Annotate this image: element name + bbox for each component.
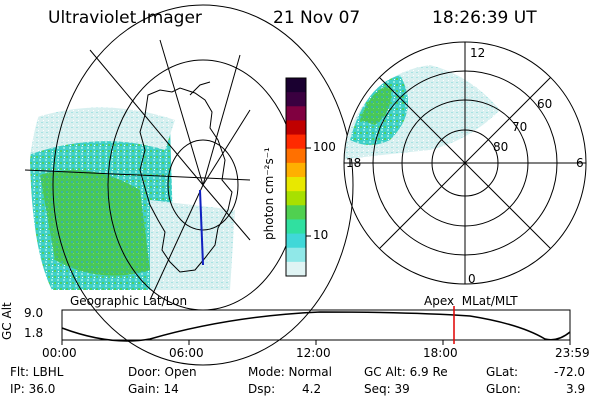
peninsula-outline — [189, 81, 211, 96]
timeline-ytick-high: 9.0 — [24, 306, 44, 320]
colorbar-segment — [286, 205, 306, 220]
colorbar-segment — [286, 191, 306, 206]
glon-label: GLon: — [486, 382, 521, 396]
mlat-label-60: 60 — [537, 97, 553, 111]
timeline-ytick-low: 1.8 — [24, 326, 44, 340]
meridian-marker — [199, 189, 204, 266]
colorbar-segment — [286, 92, 306, 107]
lat-lon-grid — [24, 4, 354, 366]
antarctica-coastline — [139, 87, 233, 273]
timeline-xtick-1800: 18:00 — [423, 346, 458, 360]
colorbar-segment — [286, 247, 306, 263]
colorbar-segment — [286, 148, 306, 164]
filter-status: Flt: LBHL — [10, 365, 64, 379]
colorbar-segment — [286, 134, 306, 150]
altitude-timeline — [61, 306, 571, 345]
colorbar — [286, 78, 306, 277]
emission-faint-region-2 — [150, 200, 235, 290]
colorbar-segment — [286, 78, 306, 93]
colorbar-tick-100: 100 — [313, 140, 336, 154]
mlat-label-80: 80 — [493, 140, 509, 154]
colorbar-segment — [286, 106, 306, 121]
date-label: 21 Nov 07 — [273, 8, 361, 28]
emission-faint-region — [30, 107, 175, 155]
door-status: Door: Open — [128, 365, 197, 379]
gain-status: Gain: 14 — [128, 382, 179, 396]
apex-caption: Apex MLat/MLT — [424, 294, 518, 308]
gc-alt-status: GC Alt: 6.9 Re — [364, 365, 448, 379]
mlt-label-18: 18 — [346, 156, 362, 170]
mlt-label-0: 0 — [468, 272, 476, 286]
mlat-label-70: 70 — [512, 120, 528, 134]
ip-status: IP: 36.0 — [10, 382, 56, 396]
timeline-xtick-2359: 23:59 — [555, 346, 590, 360]
mlat-mlt-polar-plot — [343, 41, 587, 285]
polar-emission-bright — [360, 85, 391, 125]
mlt-label-6: 6 — [576, 156, 584, 170]
glon-value: 3.9 — [566, 382, 586, 396]
glat-label: GLat: — [486, 365, 519, 379]
emission-bright-region — [40, 170, 150, 276]
colorbar-unit-label: photon cm⁻²s⁻¹ — [262, 147, 276, 240]
colorbar-segment — [286, 233, 306, 249]
mlt-label-12: 12 — [470, 46, 486, 60]
seq-status: Seq: 39 — [364, 382, 410, 396]
timeline-xtick-1200: 12:00 — [296, 346, 331, 360]
colorbar-segment — [286, 120, 306, 136]
geographic-caption: Geographic Lat/Lon — [70, 294, 188, 308]
dsp-label: Dsp: — [248, 382, 276, 396]
colorbar-segment — [286, 177, 306, 192]
glat-value: -72.0 — [554, 365, 586, 379]
colorbar-segment — [286, 162, 306, 178]
colorbar-segment — [286, 219, 306, 235]
instrument-title: Ultraviolet Imager — [48, 8, 202, 28]
colorbar-tick-10: 10 — [313, 228, 329, 242]
dsp-value: 4.2 — [302, 382, 322, 396]
time-label: 18:26:39 UT — [432, 8, 537, 28]
timeline-ylabel: GC Alt — [0, 302, 14, 340]
timeline-xtick-0000: 00:00 — [42, 346, 77, 360]
mode-status: Mode: Normal — [248, 365, 332, 379]
timeline-xtick-0600: 06:00 — [169, 346, 204, 360]
colorbar-segment — [286, 261, 306, 277]
geographic-map — [24, 4, 354, 366]
